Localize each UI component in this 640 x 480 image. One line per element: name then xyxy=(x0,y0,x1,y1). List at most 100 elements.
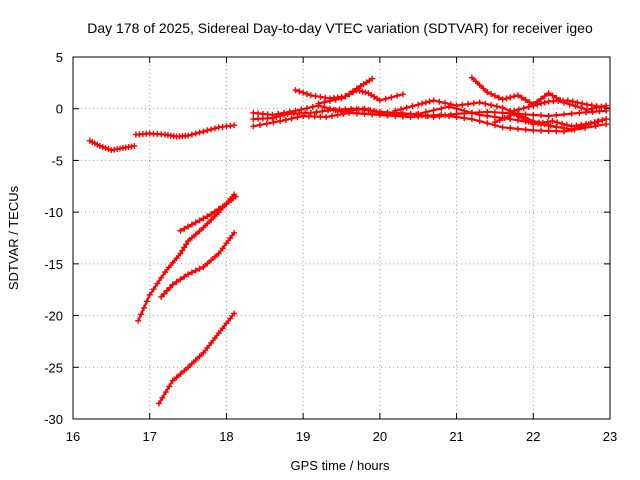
data-point-marker xyxy=(541,93,548,100)
data-point-marker xyxy=(599,117,606,124)
data-point-marker xyxy=(545,112,552,119)
data-point-marker xyxy=(499,109,506,116)
x-tick-label: 22 xyxy=(526,429,540,444)
series-s13 xyxy=(468,74,610,113)
data-point-marker xyxy=(185,132,192,139)
data-point-marker xyxy=(526,99,533,106)
x-tick-label: 20 xyxy=(373,429,387,444)
data-point-marker xyxy=(593,103,600,110)
data-point-marker xyxy=(522,126,529,133)
data-point-marker xyxy=(522,96,529,103)
data-point-marker xyxy=(96,142,103,149)
data-point-marker xyxy=(150,286,157,293)
data-point-marker xyxy=(514,92,521,99)
data-point-marker xyxy=(211,335,218,342)
data-point-marker xyxy=(596,108,603,115)
data-point-marker xyxy=(159,394,166,401)
data-point-marker xyxy=(574,99,581,106)
data-point-marker xyxy=(422,112,429,119)
data-point-marker xyxy=(173,255,180,262)
data-point-marker xyxy=(537,127,544,134)
data-point-marker xyxy=(140,304,147,311)
data-point-marker xyxy=(499,96,506,103)
data-point-marker xyxy=(525,118,532,125)
data-point-marker xyxy=(313,109,320,116)
data-point-marker xyxy=(200,215,207,222)
data-point-marker xyxy=(177,371,184,378)
data-point-marker xyxy=(582,124,589,131)
data-point-marker xyxy=(312,93,319,100)
data-point-marker xyxy=(328,112,335,119)
data-point-marker xyxy=(491,113,498,120)
data-point-marker xyxy=(321,99,328,106)
data-point-marker xyxy=(544,118,551,125)
data-point-marker xyxy=(362,89,369,96)
data-point-marker xyxy=(317,93,324,100)
data-point-marker xyxy=(394,92,401,99)
data-point-marker xyxy=(591,119,598,126)
data-point-marker xyxy=(219,245,226,252)
data-point-marker xyxy=(326,105,333,112)
data-point-marker xyxy=(177,276,184,283)
data-point-marker xyxy=(286,108,293,115)
data-point-marker xyxy=(537,100,544,107)
data-point-marker xyxy=(583,120,590,127)
data-point-marker xyxy=(173,278,180,285)
data-point-marker xyxy=(507,125,514,132)
data-point-marker xyxy=(397,106,404,113)
data-point-marker xyxy=(270,119,277,126)
data-point-marker xyxy=(534,101,541,108)
data-point-marker xyxy=(578,121,585,128)
data-point-marker xyxy=(430,107,437,114)
data-point-marker xyxy=(305,113,312,120)
data-point-marker xyxy=(188,269,195,276)
y-tick-label: -10 xyxy=(44,205,63,220)
data-point-marker xyxy=(507,116,514,123)
data-point-marker xyxy=(399,113,406,120)
series-s3 xyxy=(135,191,238,324)
data-point-marker xyxy=(445,112,452,119)
data-point-marker xyxy=(563,122,570,129)
data-point-marker xyxy=(587,120,594,127)
data-point-marker xyxy=(530,102,537,109)
data-point-marker xyxy=(392,112,399,119)
data-point-marker xyxy=(436,98,443,105)
data-point-marker xyxy=(353,87,360,94)
data-point-marker xyxy=(138,311,145,318)
data-point-marker xyxy=(511,110,518,117)
data-point-marker xyxy=(154,280,161,287)
data-point-marker xyxy=(300,112,307,119)
data-point-marker xyxy=(515,106,522,113)
series-s10 xyxy=(292,75,376,102)
data-point-marker xyxy=(430,97,437,104)
data-point-marker xyxy=(350,89,357,96)
data-point-marker xyxy=(196,217,203,224)
data-point-marker xyxy=(568,123,575,130)
data-point-marker xyxy=(200,128,207,135)
data-point-marker xyxy=(296,88,303,95)
series-s5 xyxy=(158,229,238,300)
data-point-marker xyxy=(468,116,475,123)
data-point-marker xyxy=(200,224,207,231)
data-point-marker xyxy=(208,339,215,346)
data-point-marker xyxy=(603,104,610,111)
data-point-marker xyxy=(169,281,176,288)
data-point-marker xyxy=(382,95,389,102)
data-point-marker xyxy=(179,247,186,254)
data-point-marker xyxy=(560,128,567,135)
data-point-marker xyxy=(361,110,368,117)
data-point-marker xyxy=(326,97,333,104)
data-point-marker xyxy=(188,221,195,228)
data-point-marker xyxy=(162,269,169,276)
data-point-marker xyxy=(553,112,560,119)
data-point-marker xyxy=(484,112,491,119)
data-point-marker xyxy=(250,123,257,130)
data-point-marker xyxy=(143,298,150,305)
data-point-marker xyxy=(173,374,180,381)
data-point-marker xyxy=(192,219,199,226)
data-point-marker xyxy=(578,104,585,111)
data-point-marker xyxy=(549,92,556,99)
series-s6 xyxy=(155,310,238,407)
data-point-marker xyxy=(280,109,287,116)
data-point-marker xyxy=(468,109,475,116)
